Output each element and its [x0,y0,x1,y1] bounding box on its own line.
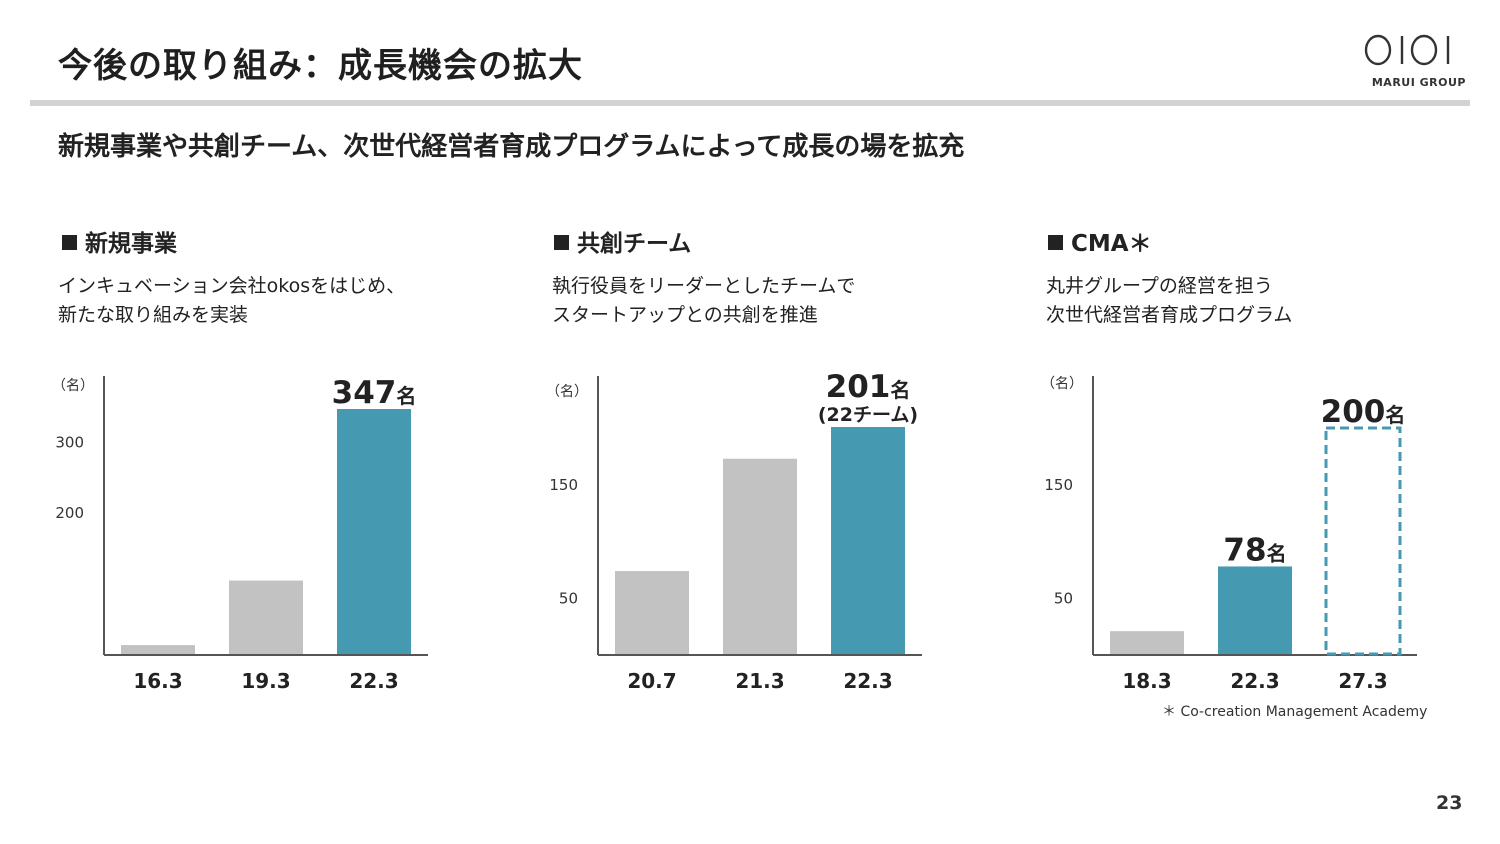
x-tick-label: 20.7 [627,669,676,693]
y-tick-label: 150 [1044,476,1073,494]
y-tick-label: 300 [55,433,84,451]
x-tick-label: 16.3 [133,669,182,693]
y-tick-label: 150 [549,476,578,494]
x-tick-label: 21.3 [735,669,784,693]
bar [723,458,797,654]
square-bullet-icon [554,235,569,250]
bar [615,571,689,654]
panel-desc-new-business: インキュベーション会社okosをはじめ、 新たな取り組みを実装 [58,275,406,326]
x-tick-label: 22.3 [349,669,398,693]
bar [1110,631,1184,654]
logo-text: MARUI GROUP [1371,76,1466,89]
x-tick-label: 22.3 [843,669,892,693]
marui-logo-icon [1364,34,1450,66]
x-tick-label: 22.3 [1230,669,1279,693]
y-axis-unit: （名） [52,378,94,394]
y-tick-label: 50 [559,589,578,607]
bar [1218,566,1292,654]
slide-title: 今後の取り組み：成長機会の拡大 [58,46,583,86]
square-bullet-icon [62,235,77,250]
x-tick-label: 19.3 [241,669,290,693]
bar-target [1324,426,1402,656]
data-label: 78名 [1223,532,1286,568]
data-label: 201名 [826,369,911,405]
panel-desc-cma: 丸井グループの経営を担う 次世代経営者育成プログラム [1046,275,1293,326]
data-label: 347名 [332,375,417,411]
panel-heading-co-creation: 共創チーム [554,224,691,258]
data-label: 200名 [1321,394,1406,430]
bar [229,580,303,654]
panel-heading-cma: CMA＊ [1048,224,1152,258]
panel-desc-co-creation: 執行役員をリーダーとしたチームで スタートアップとの共創を推進 [552,275,856,326]
bar [337,409,411,654]
title-divider [30,100,1470,106]
panel-heading-new-business: 新規事業 [62,224,177,258]
bar [831,427,905,654]
y-axis-unit: （名） [546,384,588,400]
y-tick-label: 50 [1054,589,1073,607]
y-axis-unit: （名） [1041,376,1083,392]
bar [121,645,195,654]
slide-subtitle: 新規事業や共創チーム、次世代経営者育成プログラムによって成長の場を拡充 [58,132,965,162]
x-tick-label: 18.3 [1122,669,1171,693]
footnote: ＊ Co-creation Management Academy [1162,704,1428,720]
y-tick-label: 200 [55,504,84,522]
square-bullet-icon [1048,235,1063,250]
x-tick-label: 27.3 [1338,669,1387,693]
page-number: 23 [1436,792,1463,814]
data-label-note: (22チーム) [818,404,918,426]
